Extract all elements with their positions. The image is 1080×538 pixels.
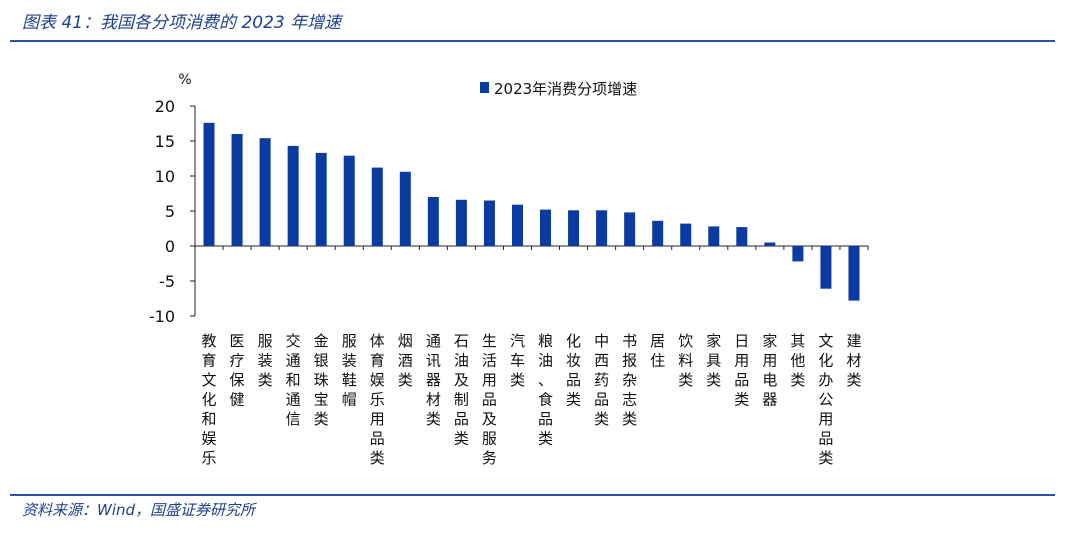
bar <box>568 210 580 246</box>
bar <box>848 246 860 301</box>
x-category-label: 体育娱乐用品类 <box>370 332 385 467</box>
x-category-label: 服装鞋帽 <box>342 332 357 409</box>
bar <box>652 220 664 246</box>
y-tick-label: -5 <box>159 272 175 291</box>
legend: 2023年消费分项增速 <box>480 80 637 98</box>
x-category-label: 书报杂志类 <box>622 332 637 428</box>
x-category-label: 粮油、食品类 <box>538 332 553 448</box>
x-category-label: 中西药品类 <box>594 332 609 428</box>
y-tick-label: 0 <box>165 237 175 256</box>
y-unit-label: % <box>178 72 191 88</box>
bar <box>511 204 523 246</box>
bar <box>708 226 720 246</box>
legend-swatch <box>480 82 489 93</box>
bottom-rule <box>10 494 1055 496</box>
y-tick-label: 20 <box>155 97 175 116</box>
x-category-label: 交通和通信 <box>286 332 301 428</box>
y-tick-label: 5 <box>165 202 175 221</box>
bar <box>680 223 692 246</box>
top-rule <box>10 40 1055 42</box>
bar <box>399 171 411 246</box>
legend-label: 2023年消费分项增速 <box>494 80 637 98</box>
x-category-label: 家用电器 <box>762 332 777 409</box>
bar <box>483 200 495 246</box>
x-category-label: 建材类 <box>846 332 861 389</box>
x-category-label: 居住 <box>650 332 665 370</box>
bar <box>343 155 355 246</box>
bar <box>764 242 776 246</box>
bar <box>315 152 327 246</box>
x-category-labels: 教育文化和娱乐医疗保健服装类交通和通信金银珠宝类服装鞋帽体育娱乐用品类烟酒类通讯… <box>202 332 862 467</box>
x-category-label: 文化办公用品类 <box>818 332 833 467</box>
bar <box>455 199 467 246</box>
y-tick-label: -10 <box>149 307 175 326</box>
bar <box>203 122 215 246</box>
bar <box>287 145 299 246</box>
x-category-label: 服装类 <box>258 332 273 389</box>
bar <box>371 167 383 246</box>
x-category-label: 生活用品及服务 <box>482 332 497 467</box>
source-note: 资料来源：Wind，国盛证券研究所 <box>22 501 256 519</box>
y-tick-labels: 20 15 10 5 0 -5 -10 <box>149 97 175 326</box>
bar <box>596 210 608 246</box>
x-category-label: 日用品类 <box>734 332 749 409</box>
x-category-label: 医疗保健 <box>230 332 245 409</box>
bar <box>792 246 804 262</box>
bar <box>427 197 439 246</box>
x-category-label: 化妆品类 <box>566 332 581 409</box>
chart-axes <box>190 105 869 317</box>
x-category-label: 家具类 <box>706 332 721 389</box>
bar <box>259 138 271 246</box>
x-category-label: 石油及制品类 <box>454 332 469 448</box>
x-category-label: 教育文化和娱乐 <box>202 332 217 467</box>
bar <box>624 212 636 246</box>
y-tick-label: 15 <box>155 132 175 151</box>
x-category-label: 金银珠宝类 <box>314 332 329 428</box>
x-category-label: 通讯器材类 <box>426 332 441 428</box>
bar <box>820 246 832 289</box>
bar <box>736 227 748 246</box>
x-category-label: 其他类 <box>790 332 805 389</box>
bar <box>231 134 243 246</box>
figure-title: 图表 41：我国各分项消费的 2023 年增速 <box>22 13 342 33</box>
x-category-label: 汽车类 <box>510 332 525 389</box>
bar-chart: 20 15 10 5 0 -5 -10 教育文化和娱乐医疗保健服装类交通和通信金银珠宝类服装… <box>149 72 869 467</box>
y-tick-label: 10 <box>155 167 175 186</box>
x-category-label: 烟酒类 <box>398 332 413 389</box>
bar <box>540 209 552 246</box>
x-category-label: 饮料类 <box>678 332 693 389</box>
chart-bars <box>203 122 860 301</box>
